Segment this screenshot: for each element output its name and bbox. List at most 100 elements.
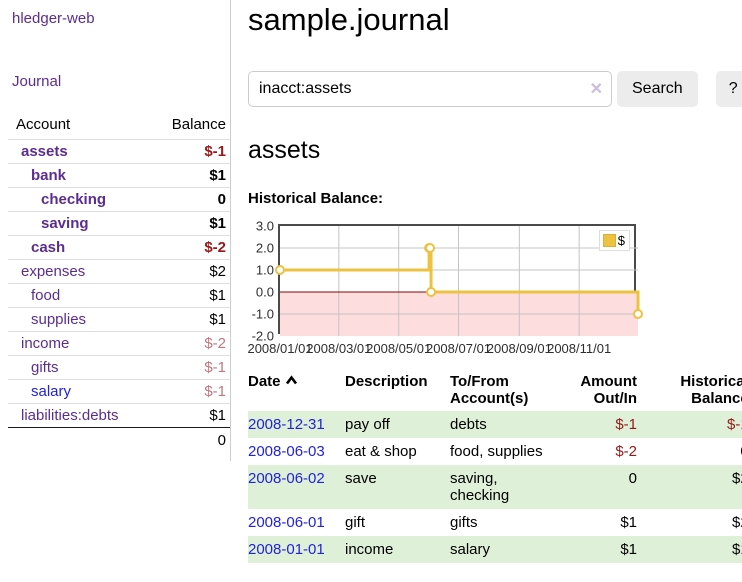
account-link[interactable]: liabilities:debts	[21, 407, 119, 424]
transaction-accounts: debts	[450, 415, 487, 433]
account-row: bank $1	[8, 163, 230, 188]
y-axis-tick-label: 0.0	[255, 284, 274, 300]
x-axis-tick-label: 2008/01/01	[247, 340, 313, 356]
x-axis-tick-label: 2008/03/01	[306, 340, 372, 356]
account-balance: $1	[146, 307, 230, 332]
transaction-date-link[interactable]: 2008-06-02	[248, 469, 325, 487]
account-row: checking 0	[8, 187, 230, 212]
transaction-balance: $-1	[727, 415, 742, 433]
register-header-amount: Amount Out/In	[580, 372, 637, 407]
transaction-balance: $2	[732, 469, 742, 487]
transaction-amount: $1	[620, 513, 637, 531]
account-link[interactable]: bank	[31, 167, 67, 184]
account-row: salary $-1	[8, 379, 230, 404]
register-header-row: Date Description To/From Account(s) Amou…	[248, 371, 742, 411]
account-row: expenses $2	[8, 259, 230, 284]
account-link[interactable]: salary	[31, 383, 72, 400]
transaction-description: save	[345, 469, 377, 487]
account-balance: $1	[146, 403, 230, 428]
transaction-description: income	[345, 540, 394, 558]
y-axis-tick-label: -1.0	[251, 306, 274, 322]
transaction-balance: $2	[732, 513, 742, 531]
search-button[interactable]: Search	[617, 70, 698, 107]
register-row: 2008-06-02 save saving, checking 0 $2	[248, 464, 742, 509]
register-table: Date Description To/From Account(s) Amou…	[248, 371, 742, 563]
accounts-table: Account Balance assets $-1 bank $1 check…	[8, 112, 230, 453]
legend-swatch-icon	[602, 233, 616, 247]
register-header-date: Date	[248, 371, 345, 411]
transaction-accounts: saving, checking	[450, 469, 510, 504]
account-balance: $-1	[146, 139, 230, 164]
accounts-total-spacer	[8, 427, 147, 453]
account-balance: $2	[146, 259, 230, 284]
search-form: ✕ Search ?	[248, 70, 742, 107]
x-axis-tick-label: 2008/05/01	[366, 340, 432, 356]
transaction-accounts: food, supplies	[450, 442, 543, 460]
y-axis-tick-label: -2.0	[251, 328, 274, 344]
chart-title: Historical Balance:	[248, 189, 384, 207]
account-row: supplies $1	[8, 307, 230, 332]
transaction-date-link[interactable]: 2008-01-01	[248, 540, 325, 558]
account-row: food $1	[8, 283, 230, 308]
x-axis-tick-label: 2008/07/01	[425, 340, 492, 356]
account-row: saving $1	[8, 211, 230, 236]
app-title-link[interactable]: hledger-web	[12, 10, 95, 27]
transaction-date-link[interactable]: 2008-12-31	[248, 415, 325, 433]
transaction-balance: $1	[732, 540, 742, 558]
balance-chart: $ 3.0 2.0 1.0 0.0 -1.0 -2.0 2008/01/01 2008/03/…	[247, 218, 668, 356]
account-balance: $-1	[146, 379, 230, 404]
register-table-body: 2008-12-31 pay off debts $-1 $-1 2008-06…	[248, 410, 742, 563]
account-link[interactable]: assets	[21, 143, 68, 160]
register-row: 2008-06-03 eat & shop food, supplies $-2…	[248, 438, 742, 465]
transaction-amount: $1	[620, 540, 637, 558]
transaction-accounts: gifts	[450, 513, 478, 531]
account-row: cash $-2	[8, 235, 230, 260]
account-balance: 0	[146, 187, 230, 212]
account-link[interactable]: expenses	[21, 263, 86, 280]
account-row: income $-2	[8, 331, 230, 356]
y-axis-tick-label: 1.0	[255, 262, 274, 278]
transaction-date-link[interactable]: 2008-06-03	[248, 442, 325, 460]
transaction-description: eat & shop	[345, 442, 417, 460]
legend-label: $	[617, 232, 625, 248]
transaction-accounts: salary	[450, 540, 491, 558]
help-button[interactable]: ?	[715, 70, 742, 107]
accounts-header-balance: Balance	[171, 116, 226, 133]
account-balance: $1	[146, 211, 230, 236]
account-row: assets $-1	[8, 139, 230, 164]
chart-legend: $	[598, 229, 630, 251]
sort-ascending-icon	[285, 374, 297, 384]
accounts-total-row: 0	[8, 427, 230, 453]
accounts-total-value: 0	[146, 427, 230, 453]
y-axis-tick-label: 3.0	[255, 218, 274, 234]
account-balance: $1	[146, 283, 230, 308]
register-row: 2008-12-31 pay off debts $-1 $-1	[248, 410, 742, 438]
account-balance: $1	[146, 163, 230, 188]
account-row: gifts $-1	[8, 355, 230, 380]
x-axis-tick-label: 2008/11/01	[547, 340, 612, 356]
register-header-accounts: To/From Account(s)	[450, 372, 529, 407]
account-balance: $-2	[146, 235, 230, 260]
transaction-amount: $-1	[615, 415, 637, 433]
transaction-amount: 0	[628, 469, 637, 487]
register-row: 2008-01-01 income salary $1 $1	[248, 535, 742, 563]
account-link[interactable]: saving	[41, 215, 89, 232]
account-link[interactable]: food	[31, 287, 61, 304]
sidebar-item-journal[interactable]: Journal	[12, 73, 62, 90]
account-balance: $-2	[146, 331, 230, 356]
accounts-table-body: assets $-1 bank $1 checking 0 saving $1 …	[8, 139, 230, 428]
page-title: sample.journal	[248, 2, 450, 37]
main-content: sample.journal ✕ Search ? assets Histori…	[231, 0, 742, 563]
clear-search-icon[interactable]: ✕	[589, 80, 603, 98]
account-link[interactable]: checking	[41, 191, 107, 208]
account-link[interactable]: income	[21, 335, 70, 352]
account-link[interactable]: supplies	[31, 311, 87, 328]
app: hledger-web Journal Account Balance asse…	[0, 0, 742, 563]
transaction-date-link[interactable]: 2008-06-01	[248, 513, 325, 531]
account-link[interactable]: cash	[31, 239, 66, 256]
account-link[interactable]: gifts	[31, 359, 59, 376]
search-input[interactable]	[248, 70, 612, 107]
register-header-description: Description	[345, 372, 428, 390]
x-axis-tick-label: 2008/09/01	[486, 340, 552, 356]
sidebar: hledger-web Journal Account Balance asse…	[0, 0, 231, 461]
